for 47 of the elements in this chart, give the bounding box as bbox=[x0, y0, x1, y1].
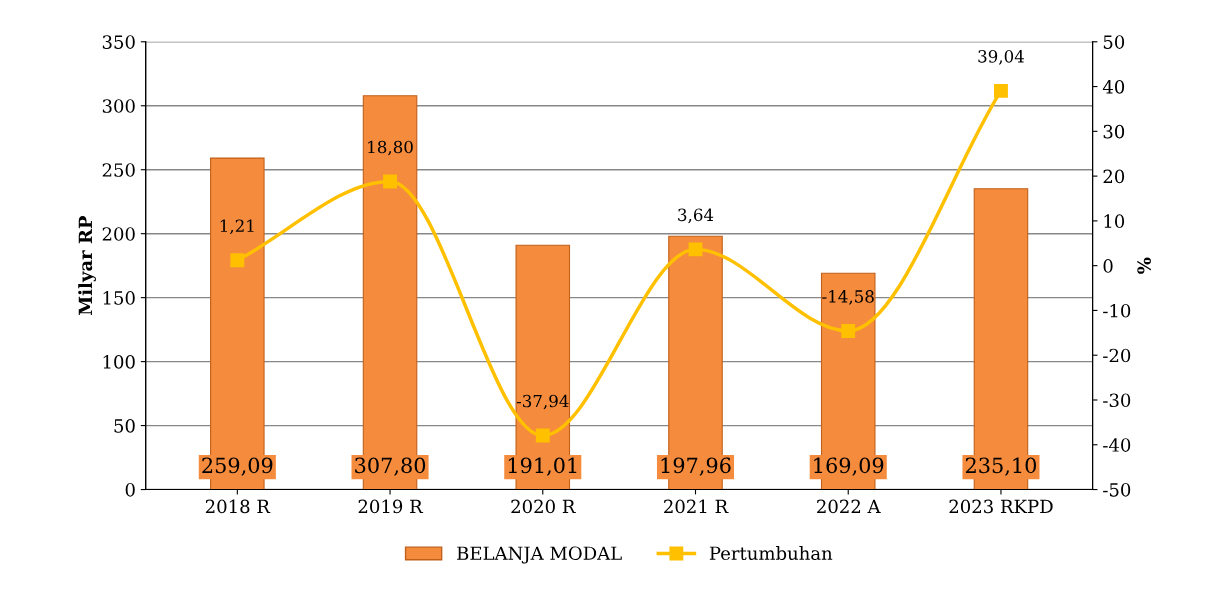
data-label: 169,09 bbox=[814, 457, 884, 476]
y-tick-label: 0 bbox=[125, 483, 135, 497]
x-tick-label: 2021 R bbox=[664, 499, 729, 514]
point bbox=[230, 253, 245, 268]
legend-label: Pertumbuhan bbox=[709, 546, 833, 561]
y2-axis-title: % bbox=[1137, 257, 1151, 274]
x-tick-label: 2018 R bbox=[205, 499, 271, 514]
y-tick-label: 350 bbox=[102, 35, 135, 49]
data-label: 307,80 bbox=[355, 457, 426, 476]
y2-tick-label: 40 bbox=[1102, 80, 1125, 94]
data-label: -37,94 bbox=[516, 394, 569, 410]
data-label: 191,01 bbox=[508, 457, 577, 476]
data-label: 39,04 bbox=[978, 50, 1024, 65]
y-axis-title: Milyar RP bbox=[78, 215, 96, 316]
data-label: 3,64 bbox=[678, 208, 714, 224]
data-label: 1,21 bbox=[220, 219, 254, 235]
data-label: 18,80 bbox=[368, 140, 413, 156]
data-label: 197,96 bbox=[661, 457, 731, 476]
y-tick-label: 200 bbox=[102, 227, 135, 241]
data-label: 235,10 bbox=[965, 457, 1037, 476]
y2-tick-label: 20 bbox=[1103, 169, 1125, 184]
point bbox=[688, 242, 703, 257]
x-tick-label: 2023 RKPD bbox=[949, 499, 1053, 514]
data-label: 259,09 bbox=[202, 457, 273, 476]
y2-tick-label: 30 bbox=[1103, 124, 1125, 139]
y2-tick-label: 10 bbox=[1104, 214, 1125, 229]
y-tick-label: 150 bbox=[103, 291, 135, 305]
x-tick-label: 2022 A bbox=[817, 499, 881, 514]
y2-tick-label: 0 bbox=[1103, 259, 1113, 273]
y2-tick-label: -30 bbox=[1103, 393, 1131, 408]
x-tick-label: 2020 R bbox=[511, 499, 576, 514]
y-tick-label: 250 bbox=[102, 163, 135, 177]
legend-label: BELANJA MODAL bbox=[457, 546, 622, 564]
point bbox=[383, 174, 397, 189]
point bbox=[994, 83, 1008, 98]
point bbox=[841, 324, 856, 338]
x-tick-label: 2019 R bbox=[358, 499, 424, 514]
y2-tick-label: 50 bbox=[1103, 35, 1125, 49]
y2-tick-label: -50 bbox=[1103, 483, 1131, 497]
point bbox=[535, 428, 550, 443]
y2-tick-label: -10 bbox=[1103, 303, 1131, 318]
y-tick-label: 50 bbox=[114, 419, 135, 433]
y-tick-label: 100 bbox=[103, 355, 135, 369]
y2-tick-label: -40 bbox=[1103, 438, 1131, 452]
y2-tick-label: -20 bbox=[1103, 348, 1131, 363]
y-tick-label: 300 bbox=[102, 99, 135, 113]
data-label: -14,58 bbox=[822, 290, 874, 305]
